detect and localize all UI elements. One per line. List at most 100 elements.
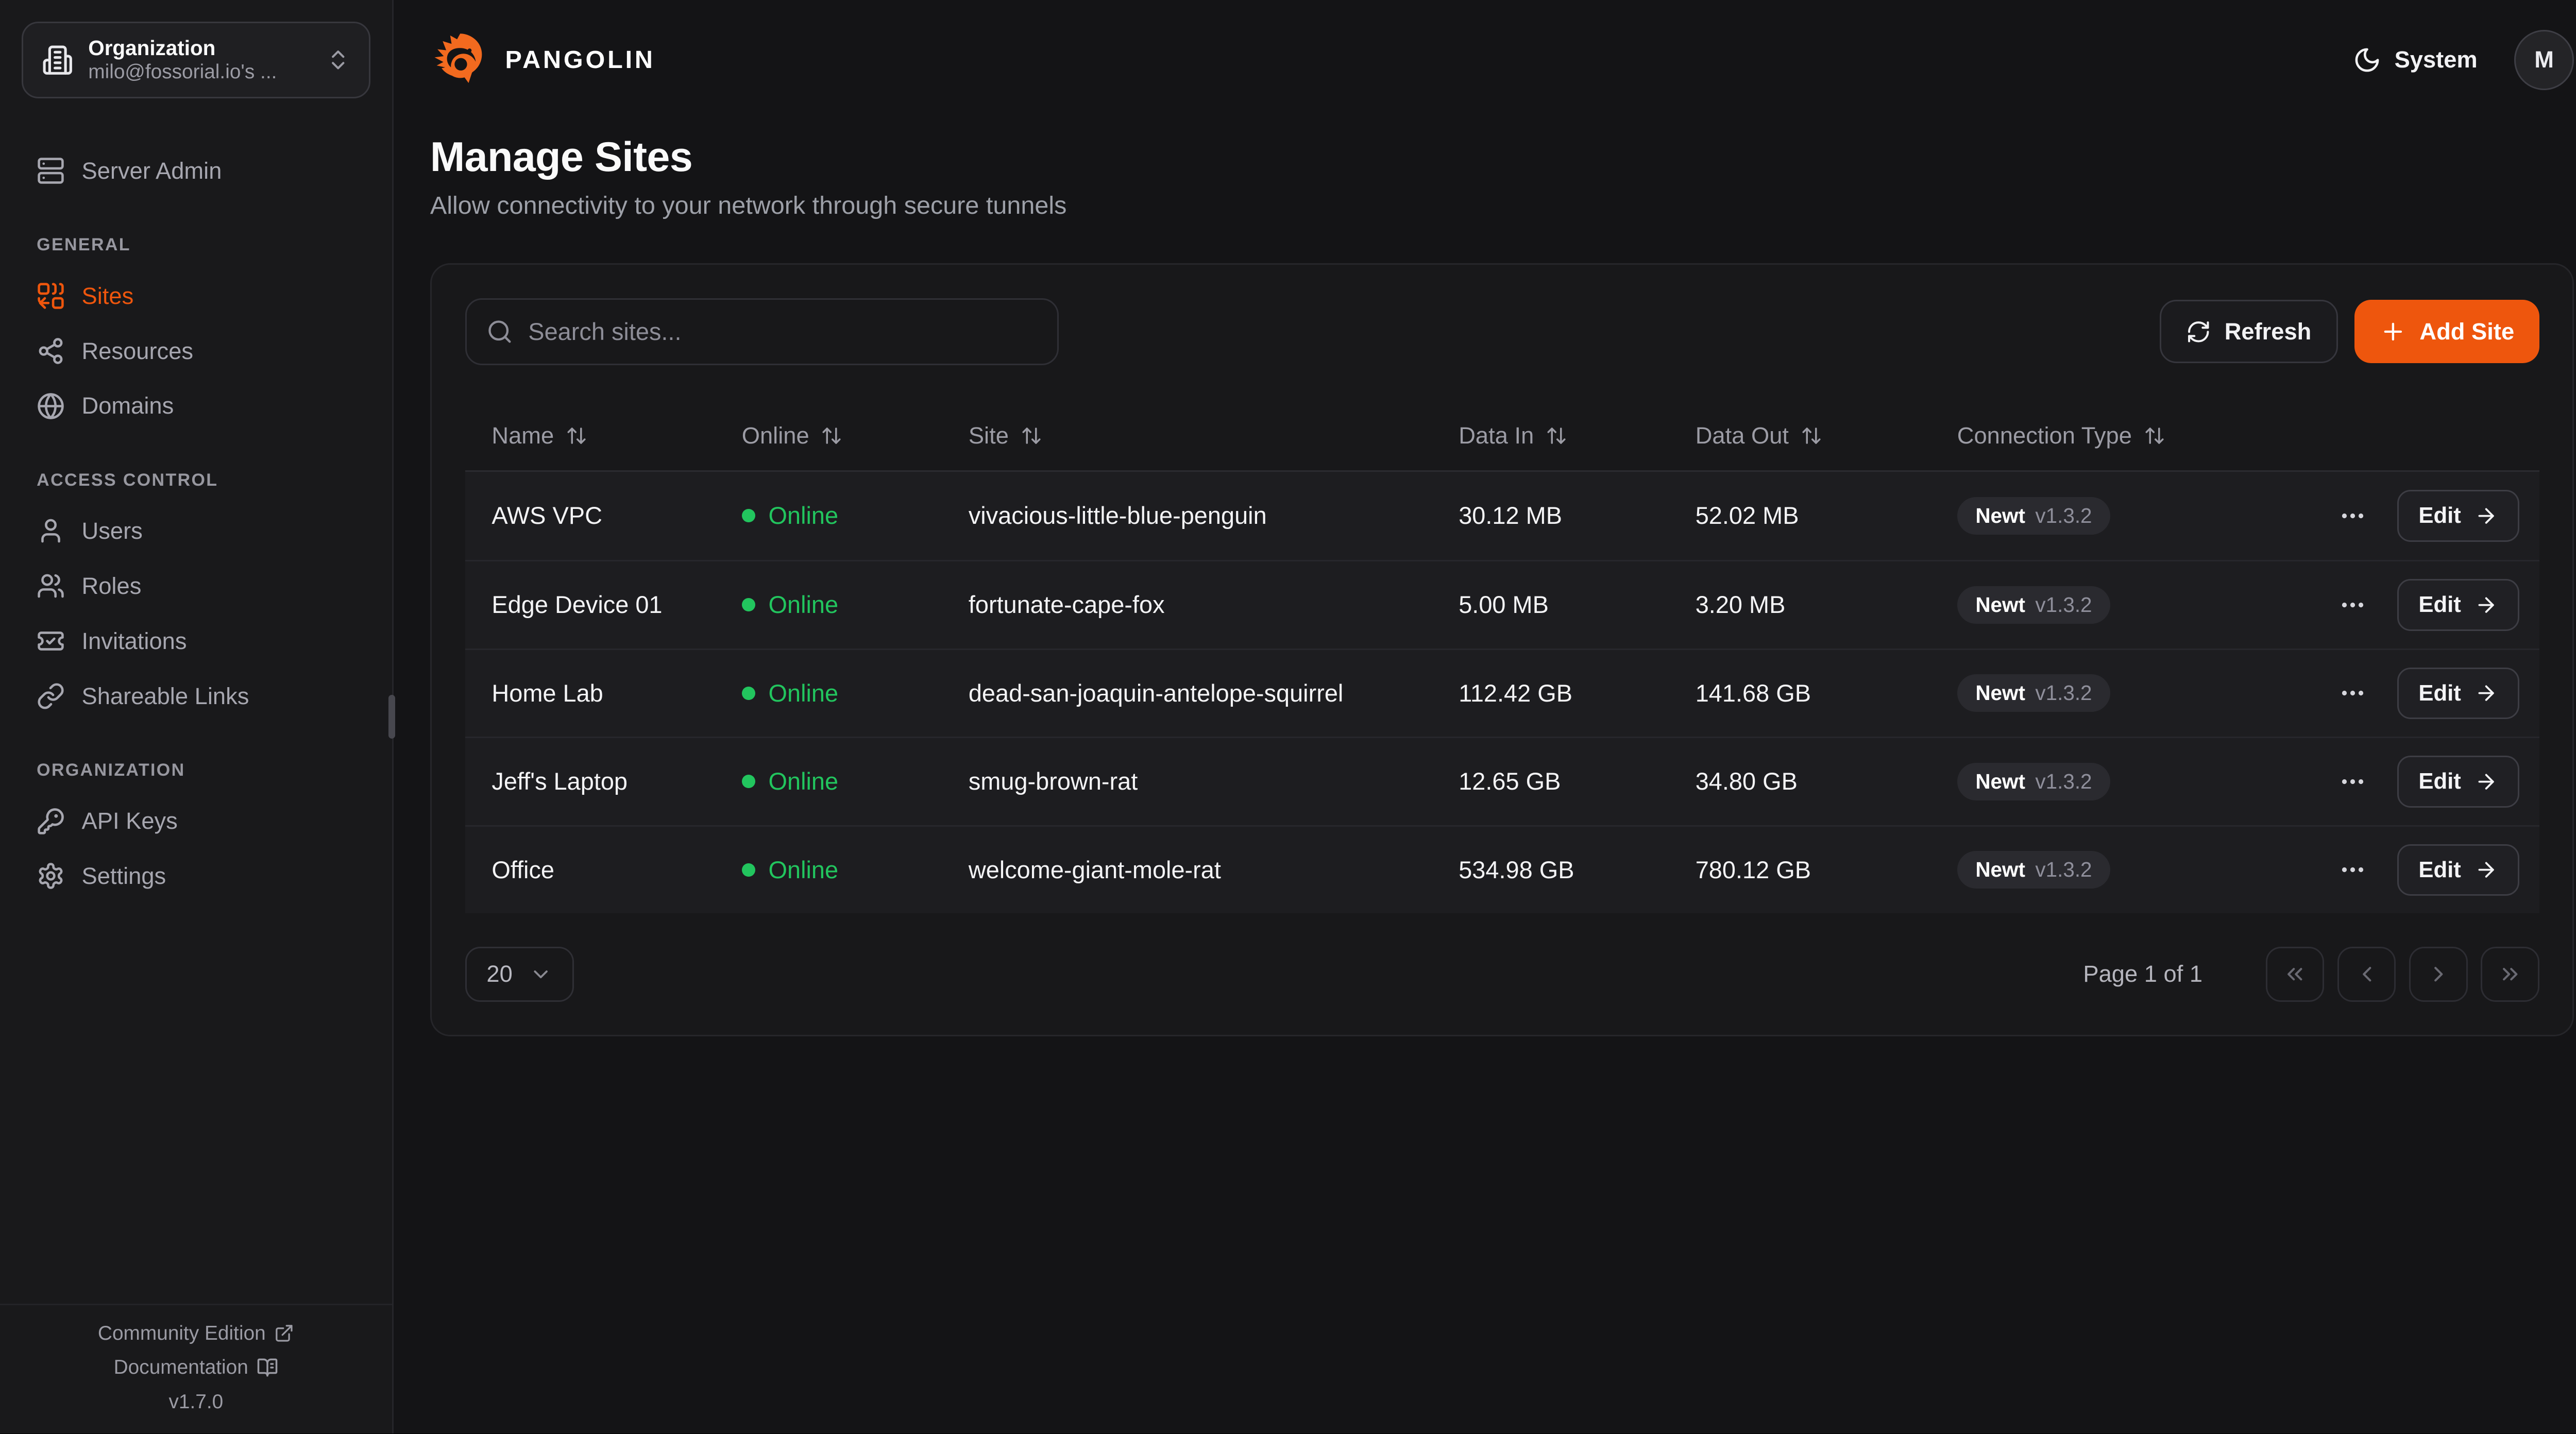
sites-table: Name Online Site Data In Data Out Connec… xyxy=(465,402,2539,914)
sidebar-item-invitations[interactable]: Invitations xyxy=(23,613,368,669)
data-in-cell: 12.65 GB xyxy=(1459,768,1561,795)
documentation-link[interactable]: Documentation xyxy=(114,1356,278,1379)
sidebar-resize-handle[interactable] xyxy=(388,695,396,739)
chevron-down-icon xyxy=(529,963,552,986)
site-name-cell: Office xyxy=(492,856,555,883)
site-name-cell: Edge Device 01 xyxy=(492,591,663,619)
sidebar-item-label: Users xyxy=(81,518,143,544)
chevrons-up-down-icon xyxy=(326,47,351,73)
arrow-right-icon xyxy=(2475,681,2498,705)
sidebar-nav: Server Admin GENERAL Sites Resources Dom… xyxy=(0,120,392,1304)
user-avatar[interactable]: M xyxy=(2514,30,2574,90)
search-input[interactable] xyxy=(528,317,1037,346)
sidebar-item-server-admin[interactable]: Server Admin xyxy=(23,143,368,198)
edit-button[interactable]: Edit xyxy=(2397,667,2519,720)
table-header-row: Name Online Site Data In Data Out Connec… xyxy=(465,402,2539,472)
connection-type: Newt xyxy=(1975,592,2025,617)
site-slug-cell: fortunate-cape-fox xyxy=(968,591,1165,619)
row-menu-button[interactable] xyxy=(2332,584,2374,626)
site-name-cell: Home Lab xyxy=(492,679,603,707)
sidebar-item-shareable-links[interactable]: Shareable Links xyxy=(23,669,368,724)
refresh-label: Refresh xyxy=(2224,318,2312,345)
edit-button[interactable]: Edit xyxy=(2397,756,2519,808)
sort-name[interactable]: Name xyxy=(492,422,587,449)
plus-icon xyxy=(2380,318,2406,345)
row-actions: Edit xyxy=(2327,579,2539,631)
org-switcher-text: Organization milo@fossorial.io's ... xyxy=(88,37,310,83)
status-badge: Online xyxy=(768,591,839,619)
sidebar-item-settings[interactable]: Settings xyxy=(23,848,368,903)
row-menu-button[interactable] xyxy=(2332,495,2374,537)
sort-data-in[interactable]: Data In xyxy=(1459,422,1567,449)
page-size-select[interactable]: 20 xyxy=(465,946,574,1002)
toolbar-actions: Refresh Add Site xyxy=(2159,300,2539,364)
edit-button[interactable]: Edit xyxy=(2397,844,2519,896)
edit-label: Edit xyxy=(2418,592,2461,618)
sidebar-item-resources[interactable]: Resources xyxy=(23,323,368,379)
first-page-button[interactable] xyxy=(2266,946,2325,1002)
online-status-cell: Online xyxy=(715,767,942,795)
sort-site[interactable]: Site xyxy=(969,422,1042,449)
row-menu-button[interactable] xyxy=(2332,761,2374,803)
sidebar-item-roles[interactable]: Roles xyxy=(23,558,368,613)
online-dot-icon xyxy=(741,598,755,612)
col-connection-type: Connection Type xyxy=(1957,422,2132,449)
sidebar-section-general: GENERAL xyxy=(37,235,131,255)
site-name-cell: AWS VPC xyxy=(492,502,602,530)
edit-label: Edit xyxy=(2418,857,2461,882)
topbar: PANGOLIN System M xyxy=(394,0,2576,120)
sort-connection-type[interactable]: Connection Type xyxy=(1957,422,2165,449)
add-site-button[interactable]: Add Site xyxy=(2354,300,2539,364)
refresh-button[interactable]: Refresh xyxy=(2159,300,2338,364)
org-switcher-label: Organization xyxy=(88,36,216,60)
community-edition-link[interactable]: Community Edition xyxy=(98,1322,294,1345)
brand-name: PANGOLIN xyxy=(505,46,655,74)
sort-data-out[interactable]: Data Out xyxy=(1696,422,1822,449)
edit-button[interactable]: Edit xyxy=(2397,490,2519,542)
sidebar-item-sites[interactable]: Sites xyxy=(23,268,368,323)
server-icon xyxy=(37,157,65,185)
pangolin-logo-icon xyxy=(430,30,490,90)
page-subtitle: Allow connectivity to your network throu… xyxy=(430,192,1067,220)
page-info: Page 1 of 1 xyxy=(2083,961,2203,987)
sidebar-item-users[interactable]: Users xyxy=(23,504,368,559)
sidebar-item-api-keys[interactable]: API Keys xyxy=(23,794,368,849)
status-badge: Online xyxy=(768,679,839,707)
sidebar-item-label: Resources xyxy=(81,337,194,364)
prev-page-button[interactable] xyxy=(2337,946,2396,1002)
col-data-out: Data Out xyxy=(1695,422,1789,449)
users-icon xyxy=(37,572,65,600)
connection-type: Newt xyxy=(1975,769,2025,793)
edit-label: Edit xyxy=(2418,503,2461,528)
site-slug-cell: dead-san-joaquin-antelope-squirrel xyxy=(968,679,1344,707)
table-row: AWS VPC Online vivacious-little-blue-pen… xyxy=(465,471,2539,560)
sidebar-section-organization: ORGANIZATION xyxy=(37,760,185,780)
sidebar-footer: Community Edition Documentation v1.7.0 xyxy=(0,1304,392,1433)
row-menu-button[interactable] xyxy=(2332,849,2374,891)
sidebar-item-label: Invitations xyxy=(81,627,187,654)
edit-label: Edit xyxy=(2418,680,2461,706)
last-page-button[interactable] xyxy=(2481,946,2539,1002)
pagination: 20 Page 1 of 1 xyxy=(465,946,2539,1002)
sidebar-item-label: Server Admin xyxy=(81,157,222,184)
site-slug-cell: smug-brown-rat xyxy=(968,768,1138,795)
sidebar-item-domains[interactable]: Domains xyxy=(23,379,368,434)
book-open-icon xyxy=(257,1357,278,1378)
sort-online[interactable]: Online xyxy=(742,422,843,449)
connection-badge: Newt v1.3.2 xyxy=(1957,762,2111,800)
globe-icon xyxy=(37,392,65,420)
connection-version: v1.3.2 xyxy=(2035,503,2092,527)
connection-type: Newt xyxy=(1975,681,2025,705)
theme-toggle[interactable]: System xyxy=(2353,46,2478,74)
row-actions: Edit xyxy=(2327,756,2539,808)
data-out-cell: 780.12 GB xyxy=(1695,856,1811,883)
status-badge: Online xyxy=(768,856,839,883)
next-page-button[interactable] xyxy=(2409,946,2468,1002)
org-switcher[interactable]: Organization milo@fossorial.io's ... xyxy=(22,22,370,98)
table-toolbar: Refresh Add Site xyxy=(465,298,2539,365)
edit-button[interactable]: Edit xyxy=(2397,579,2519,631)
online-dot-icon xyxy=(741,863,755,877)
arrow-right-icon xyxy=(2475,858,2498,881)
online-dot-icon xyxy=(741,509,755,523)
row-menu-button[interactable] xyxy=(2332,672,2374,714)
